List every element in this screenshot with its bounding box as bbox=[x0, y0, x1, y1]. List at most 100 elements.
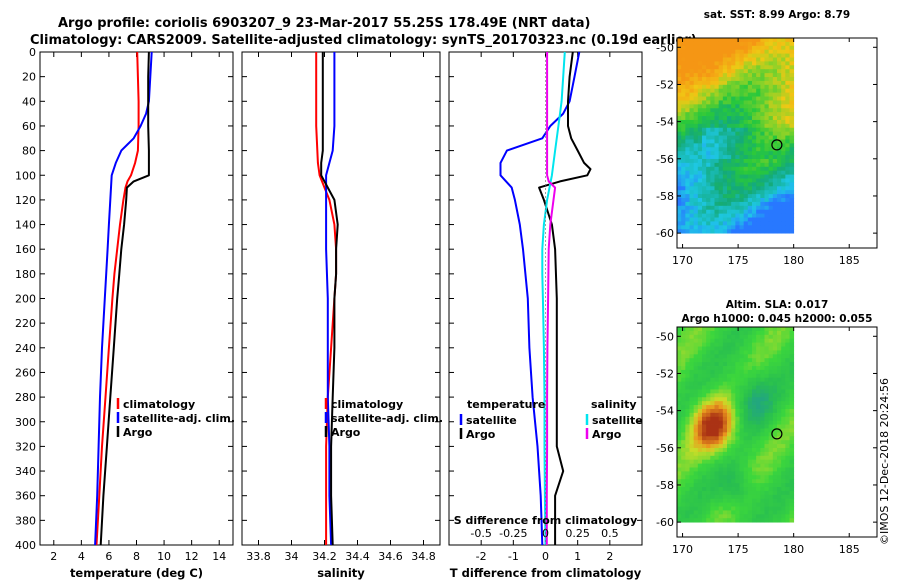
raster-cell bbox=[785, 338, 790, 344]
raster-cell bbox=[727, 61, 732, 66]
raster-cell bbox=[681, 358, 686, 363]
raster-cell bbox=[777, 338, 782, 344]
raster-cell bbox=[747, 451, 753, 457]
raster-cell bbox=[752, 455, 757, 461]
raster-cell bbox=[789, 479, 795, 484]
s-tick-label: 0.25 bbox=[565, 527, 590, 540]
raster-cell bbox=[735, 455, 740, 461]
raster-cell bbox=[722, 514, 728, 519]
raster-cell bbox=[739, 377, 745, 383]
raster-cell bbox=[764, 444, 770, 449]
raster-cell bbox=[743, 194, 749, 199]
raster-cell bbox=[760, 84, 765, 90]
raster-cell bbox=[764, 174, 770, 179]
raster-cell bbox=[710, 53, 715, 58]
raster-cell bbox=[789, 389, 795, 394]
raster-cell bbox=[764, 112, 770, 117]
raster-cell bbox=[718, 158, 724, 164]
raster-cell bbox=[781, 494, 786, 500]
raster-cell bbox=[706, 455, 711, 461]
raster-cell bbox=[777, 158, 782, 164]
raster-cell bbox=[714, 483, 720, 488]
raster-cell bbox=[718, 143, 724, 148]
raster-cell bbox=[731, 73, 736, 78]
raster-cell bbox=[735, 194, 740, 199]
raster-cell bbox=[731, 155, 736, 160]
raster-cell bbox=[681, 362, 686, 367]
raster-cell bbox=[677, 92, 682, 97]
raster-cell bbox=[731, 186, 736, 191]
raster-cell bbox=[747, 221, 753, 226]
raster-cell bbox=[756, 213, 761, 218]
raster-cell bbox=[747, 401, 753, 406]
raster-cell bbox=[693, 354, 699, 359]
raster-cell bbox=[697, 346, 703, 351]
raster-cell bbox=[785, 408, 790, 414]
raster-cell bbox=[756, 178, 761, 183]
raster-cell bbox=[693, 432, 699, 437]
raster-cell bbox=[697, 155, 703, 160]
raster-cell bbox=[752, 498, 757, 504]
raster-cell bbox=[689, 65, 695, 70]
raster-cell bbox=[739, 334, 745, 340]
raster-cell bbox=[689, 471, 695, 476]
raster-cell bbox=[727, 346, 732, 351]
raster-cell bbox=[727, 229, 732, 234]
raster-cell bbox=[710, 104, 715, 109]
raster-cell bbox=[697, 53, 703, 58]
raster-cell bbox=[764, 119, 770, 125]
raster-cell bbox=[718, 112, 724, 117]
raster-cell bbox=[722, 112, 728, 117]
raster-cell bbox=[685, 104, 690, 109]
raster-cell bbox=[789, 440, 795, 445]
raster-cell bbox=[777, 451, 782, 457]
raster-cell bbox=[747, 432, 753, 437]
raster-cell bbox=[789, 174, 795, 179]
raster-cell bbox=[727, 490, 732, 496]
raster-cell bbox=[752, 194, 757, 199]
raster-cell bbox=[752, 151, 757, 156]
raster-cell bbox=[710, 518, 715, 523]
raster-cell bbox=[781, 104, 786, 109]
raster-cell bbox=[781, 420, 786, 425]
argo-position-marker bbox=[771, 428, 783, 440]
raster-cell bbox=[789, 346, 795, 351]
raster-cell bbox=[685, 205, 690, 211]
raster-cell bbox=[697, 373, 703, 379]
raster-cell bbox=[785, 112, 790, 117]
raster-cell bbox=[747, 209, 753, 215]
raster-cell bbox=[789, 100, 795, 105]
raster-cell bbox=[689, 405, 695, 410]
raster-cell bbox=[731, 487, 736, 492]
raster-cell bbox=[743, 205, 749, 211]
raster-cell bbox=[785, 162, 790, 168]
raster-cell bbox=[772, 80, 778, 86]
raster-cell bbox=[718, 424, 724, 429]
raster-cell bbox=[743, 213, 749, 218]
raster-cell bbox=[722, 201, 728, 207]
raster-cell bbox=[727, 53, 732, 58]
raster-cell bbox=[747, 84, 753, 90]
raster-cell bbox=[743, 490, 749, 496]
raster-cell bbox=[789, 412, 795, 418]
raster-cell bbox=[781, 346, 786, 351]
raster-cell bbox=[681, 123, 686, 129]
raster-cell bbox=[685, 143, 690, 148]
raster-cell bbox=[727, 393, 732, 398]
raster-cell bbox=[772, 119, 778, 125]
raster-cell bbox=[781, 366, 786, 371]
raster-cell bbox=[756, 158, 761, 164]
raster-cell bbox=[697, 362, 703, 367]
raster-cell bbox=[735, 397, 740, 402]
raster-cell bbox=[718, 96, 724, 101]
raster-cell bbox=[718, 514, 724, 519]
raster-cell bbox=[772, 506, 778, 511]
raster-cell bbox=[764, 100, 770, 105]
raster-cell bbox=[727, 358, 732, 363]
raster-cell bbox=[681, 174, 686, 179]
raster-cell bbox=[689, 479, 695, 484]
raster-cell bbox=[756, 432, 761, 437]
raster-cell bbox=[752, 381, 757, 386]
raster-cell bbox=[785, 506, 790, 511]
raster-cell bbox=[681, 162, 686, 168]
